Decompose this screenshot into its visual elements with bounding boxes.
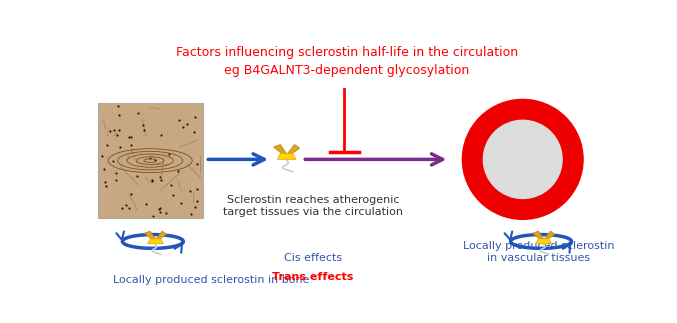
Point: [112, 132, 123, 138]
Point: [110, 178, 121, 183]
Point: [181, 121, 192, 126]
Point: [178, 124, 189, 130]
Point: [192, 186, 202, 191]
Point: [113, 128, 124, 133]
Polygon shape: [156, 231, 167, 241]
Point: [132, 111, 143, 116]
Point: [146, 177, 157, 182]
Point: [168, 192, 179, 197]
Point: [97, 153, 108, 159]
Point: [125, 192, 136, 197]
Point: [175, 201, 186, 206]
Point: [150, 157, 160, 162]
Polygon shape: [274, 144, 286, 156]
FancyBboxPatch shape: [97, 103, 202, 218]
Point: [161, 211, 172, 216]
Point: [144, 155, 155, 161]
Point: [154, 205, 165, 211]
Point: [139, 128, 150, 133]
Point: [138, 123, 149, 128]
Point: [121, 202, 131, 207]
Point: [190, 115, 200, 120]
Point: [107, 159, 118, 164]
Point: [124, 135, 135, 140]
Point: [191, 161, 202, 166]
Point: [124, 206, 135, 211]
Point: [113, 112, 124, 118]
Text: Locally produced sclerostin in bone: Locally produced sclerostin in bone: [114, 275, 310, 285]
Point: [154, 207, 165, 212]
Polygon shape: [144, 231, 156, 241]
Point: [154, 209, 165, 214]
Point: [115, 144, 126, 150]
Point: [140, 201, 151, 206]
Point: [173, 117, 184, 122]
Point: [131, 174, 142, 179]
Point: [155, 174, 166, 179]
Point: [113, 104, 124, 109]
Text: Locally produced sclerostin
in vascular tissues: Locally produced sclerostin in vascular …: [462, 241, 614, 263]
Point: [125, 134, 136, 139]
Polygon shape: [536, 239, 552, 244]
Point: [192, 198, 202, 203]
Text: Factors influencing sclerostin half-life in the circulation
eg B4GALNT3-dependen: Factors influencing sclerostin half-life…: [176, 46, 518, 77]
Polygon shape: [533, 231, 544, 241]
Point: [100, 179, 110, 184]
Point: [185, 211, 196, 216]
Point: [156, 132, 167, 138]
Polygon shape: [544, 231, 555, 241]
Point: [126, 143, 137, 148]
Polygon shape: [148, 239, 163, 244]
Point: [190, 204, 200, 209]
Ellipse shape: [462, 99, 583, 219]
Point: [172, 168, 183, 173]
Point: [101, 184, 112, 189]
Point: [116, 206, 127, 211]
Text: Sclerostin reaches atherogenic
target tissues via the circulation: Sclerostin reaches atherogenic target ti…: [223, 195, 403, 217]
Point: [110, 171, 121, 176]
Point: [102, 143, 112, 148]
Polygon shape: [277, 154, 296, 159]
Point: [163, 151, 174, 156]
Point: [147, 179, 158, 184]
Point: [156, 178, 167, 183]
Text: Trans effects: Trans effects: [272, 273, 353, 283]
Point: [166, 182, 177, 188]
Text: Cis effects: Cis effects: [284, 253, 342, 263]
Point: [105, 129, 116, 134]
Point: [109, 128, 120, 133]
Polygon shape: [288, 144, 300, 156]
Point: [98, 166, 109, 171]
Point: [148, 214, 158, 219]
Point: [184, 188, 195, 193]
Ellipse shape: [483, 120, 562, 198]
Point: [189, 130, 200, 135]
